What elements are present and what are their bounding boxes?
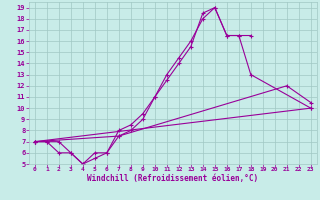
X-axis label: Windchill (Refroidissement éolien,°C): Windchill (Refroidissement éolien,°C) <box>87 174 258 183</box>
